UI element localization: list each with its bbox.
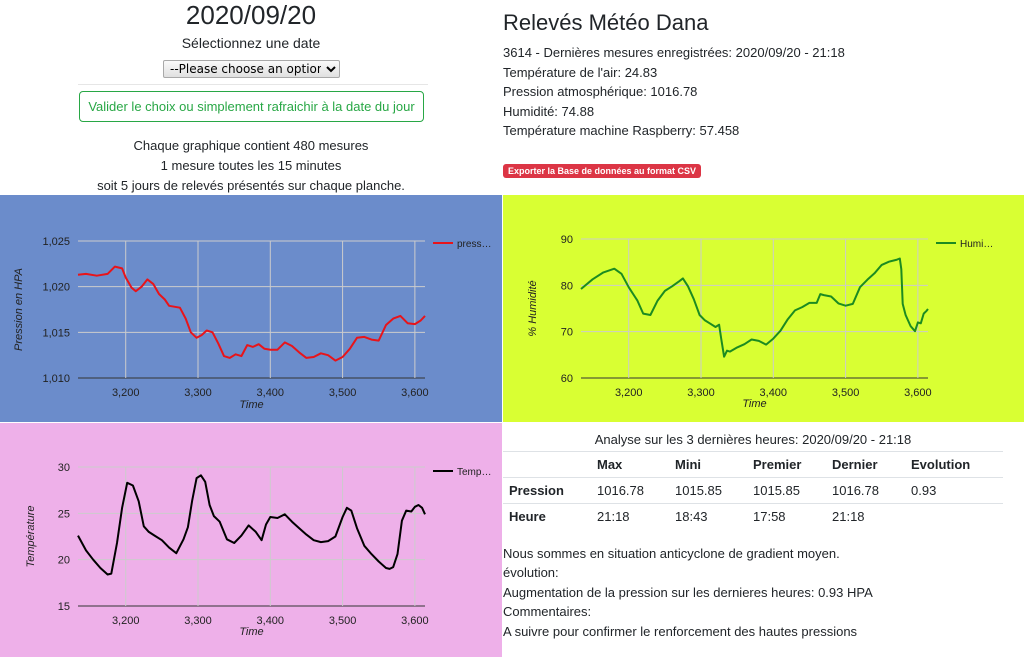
comment-line: Commentaires: [503,604,592,620]
comment-line: A suivre pour confirmer le renforcement … [503,623,858,639]
y-tick-label: 25 [58,508,70,520]
date-selection-section: 2020/09/20 Sélectionnez une date --Pleas… [0,0,502,195]
analysis-title: Analyse sur les 3 dernières heures: 2020… [594,432,912,447]
latest-measures: 3614 - Dernières mesures enregistrées: 2… [503,43,845,141]
pressure-line: Pression atmosphérique: 1016.78 [503,84,698,100]
temperature-chart: 15 20 25 30 3,200 3,300 3,400 3,500 3,600 Time Tem… [25,462,491,638]
table-cell: 1016.78 [591,477,669,504]
export-csv-button[interactable]: Exporter la Base de données au format CS… [503,164,702,178]
y-tick-label: 1,020 [42,282,70,294]
x-tick-label: 3,500 [329,387,357,399]
row-label: Pression [503,477,591,504]
table-cell: 21:18 [591,503,669,530]
station-summary: Relevés Météo Dana 3614 - Dernières mesu… [503,0,1024,195]
analysis-table: Max Mini Premier Dernier Evolution Press… [503,451,1003,530]
x-tick-label: 3,600 [904,387,932,399]
table-cell: 1015.85 [747,477,826,504]
machine-temperature-line: Température machine Raspberry: 57.458 [503,123,740,139]
y-tick-label: 60 [561,373,573,385]
x-axis-label: Time [239,399,263,411]
x-tick-label: 3,400 [760,387,788,399]
analysis-section: Analyse sur les 3 dernières heures: 2020… [503,423,1024,657]
info-line: soit 5 jours de relevés présentés sur ch… [97,178,405,193]
station-title: Relevés Météo Dana [503,10,709,35]
latest-record-line: 3614 - Dernières mesures enregistrées: 2… [503,45,845,60]
x-tick-label: 3,200 [112,387,140,399]
air-temperature-line: Température de l'air: 24.83 [503,64,658,80]
divider [78,84,428,85]
comment-line: Augmentation de la pression sur les dern… [503,584,873,600]
x-tick-label: 3,500 [329,615,357,627]
y-axis-label: Pression en HPA [13,268,25,351]
x-tick-label: 3,400 [257,615,285,627]
table-cell: 18:43 [669,503,747,530]
series-line [77,474,426,576]
y-tick-label: 90 [561,234,573,246]
x-tick-label: 3,300 [184,615,212,627]
x-tick-label: 3,500 [832,387,860,399]
x-axis-label: Time [239,626,263,638]
column-header: Max [591,451,669,478]
analysis-comments: Nous sommes en situation anticyclone de … [503,544,873,641]
humidity-chart-panel: 60 70 80 90 3,200 3,300 3,400 3,500 3,600 Time % H… [503,195,1024,422]
x-tick-label: 3,200 [615,387,643,399]
y-tick-label: 1,025 [42,236,70,248]
x-tick-label: 3,600 [401,615,429,627]
comment-line: Nous sommes en situation anticyclone de … [503,546,840,561]
row-label: Heure [503,503,591,530]
x-tick-label: 3,600 [401,387,429,399]
legend-label: Temp… [457,467,491,478]
column-header: Premier [747,451,826,478]
validate-button[interactable]: Valider le choix ou simplement rafraichi… [79,91,424,122]
column-header: Dernier [826,451,905,478]
x-tick-label: 3,200 [112,615,140,627]
column-header [503,451,591,478]
x-tick-label: 3,300 [687,387,715,399]
series-line [77,265,426,362]
table-row: Heure 21:18 18:43 17:58 21:18 [503,503,1003,530]
series-line [580,257,929,358]
x-tick-label: 3,300 [184,387,212,399]
column-header: Evolution [905,451,1003,478]
x-tick-label: 3,400 [257,387,285,399]
comment-line: évolution: [503,565,559,581]
y-tick-label: 70 [561,327,573,339]
select-date-label: Sélectionnez une date [181,35,321,51]
table-cell: 21:18 [826,503,905,530]
y-tick-label: 1,010 [42,373,70,385]
info-line: 1 mesure toutes les 15 minutes [160,158,342,173]
legend-label: press… [457,239,491,250]
pressure-chart-panel: 1,010 1,015 1,020 1,025 3,200 3,300 3,400 3,500… [0,195,502,422]
table-cell: 1016.78 [826,477,905,504]
y-tick-label: 80 [561,280,573,292]
y-axis-label: Température [25,506,37,568]
temperature-chart-panel: 15 20 25 30 3,200 3,300 3,400 3,500 3,600 Time Tem… [0,423,502,657]
measurement-info: Chaque graphique contient 480 mesures 1 … [0,136,502,196]
y-tick-label: 30 [58,462,70,474]
info-line: Chaque graphique contient 480 mesures [133,138,369,153]
x-axis-label: Time [742,398,766,410]
y-tick-label: 15 [58,601,70,613]
current-date-heading: 2020/09/20 [185,0,317,30]
table-cell: 0.93 [905,477,1003,504]
humidity-line: Humidité: 74.88 [503,103,595,119]
y-tick-label: 1,015 [42,327,70,339]
pressure-chart: 1,010 1,015 1,020 1,025 3,200 3,300 3,400 3,500… [13,236,491,411]
humidity-chart: 60 70 80 90 3,200 3,300 3,400 3,500 3,600 Time % H… [527,234,993,410]
table-header-row: Max Mini Premier Dernier Evolution [503,451,1003,478]
table-cell: 1015.85 [669,477,747,504]
column-header: Mini [669,451,747,478]
y-tick-label: 20 [58,555,70,567]
date-select[interactable]: --Please choose an option-- [163,60,340,78]
table-cell: 17:58 [747,503,826,530]
table-row: Pression 1016.78 1015.85 1015.85 1016.78… [503,477,1003,504]
legend-label: Humi… [960,239,993,250]
table-cell [905,503,1003,530]
y-axis-label: % Humidité [527,280,539,336]
